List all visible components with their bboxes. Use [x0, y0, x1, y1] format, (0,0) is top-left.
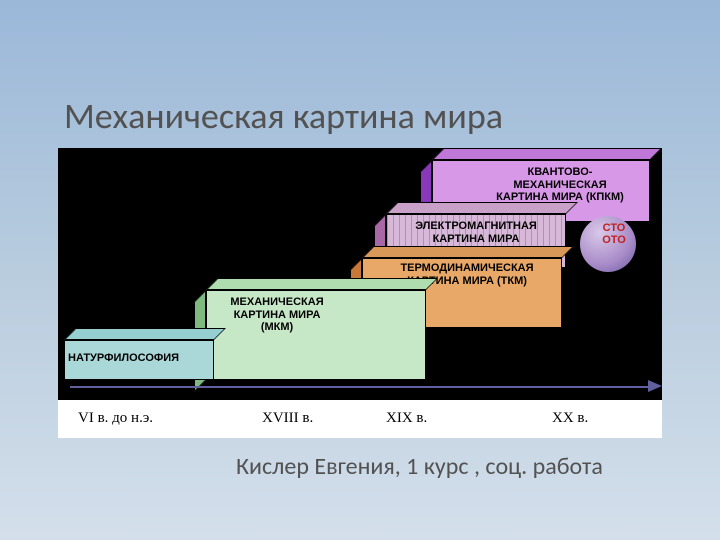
- mkm-label: МЕХАНИЧЕСКАЯ КАРТИНА МИРА (МКМ): [214, 296, 340, 334]
- natur-label-text: НАТУРФИЛОСОФИЯ: [68, 352, 179, 364]
- kpkm-top-face: [432, 148, 662, 160]
- mkm-top-face: [206, 278, 438, 290]
- axis-label-1: XVIII в.: [262, 410, 313, 427]
- kpkm-label: КВАНТОВО- МЕХАНИЧЕСКАЯ КАРТИНА МИРА (КПК…: [474, 166, 646, 204]
- emkm-top-face: [386, 202, 578, 214]
- tkm-top-face: [362, 246, 574, 258]
- natur-top-face: [64, 328, 226, 340]
- page-subtitle: Кислер Евгения, 1 курс , соц. работа: [236, 452, 603, 481]
- sto-text: СТО: [603, 222, 626, 234]
- oto-text: ОТО: [602, 234, 626, 246]
- timeline-arrow-icon: [648, 380, 662, 392]
- page-title: Механическая картина мира: [64, 94, 503, 138]
- natur-label: НАТУРФИЛОСОФИЯ: [68, 352, 210, 365]
- axis-label-2: XIX в.: [386, 410, 427, 427]
- mkm-label-text: МЕХАНИЧЕСКАЯ КАРТИНА МИРА (МКМ): [230, 296, 323, 333]
- axis-label-3: XX в.: [552, 410, 588, 427]
- axis-label-0: VI в. до н.э.: [78, 410, 153, 427]
- kpkm-label-line1: КВАНТОВО- МЕХАНИЧЕСКАЯ КАРТИНА МИРА (КПК…: [496, 166, 624, 203]
- timeline-axis: [70, 386, 648, 388]
- sto-oto-label: СТО ОТО: [590, 222, 638, 246]
